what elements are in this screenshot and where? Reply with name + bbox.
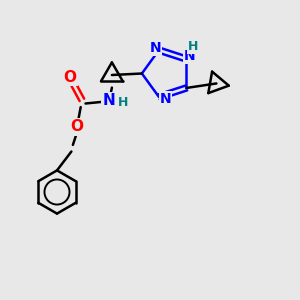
Text: H: H — [188, 40, 198, 53]
Text: H: H — [118, 96, 128, 110]
Text: N: N — [160, 92, 171, 106]
Text: N: N — [184, 49, 196, 63]
Text: N: N — [103, 93, 115, 108]
Text: N: N — [149, 41, 161, 55]
Text: O: O — [70, 119, 83, 134]
Text: O: O — [63, 70, 76, 85]
